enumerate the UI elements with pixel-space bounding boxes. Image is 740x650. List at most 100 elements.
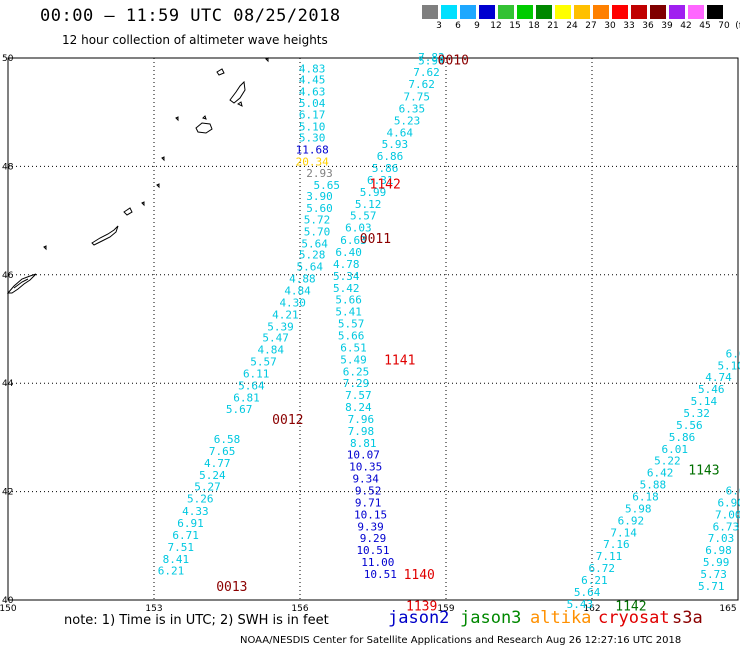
footer-credit: NOAA/NESDIS Center for Satellite Applica… (240, 635, 682, 646)
pass-time-label: 0010 (438, 54, 469, 69)
wave-height-value: 10.15 (354, 508, 387, 521)
map-frame (7, 57, 739, 601)
wave-height-value: 7.14 (610, 526, 637, 539)
wave-height-value: 5.57 (250, 356, 277, 369)
wave-height-value: 4.78 (333, 258, 360, 271)
wave-height-value: 6.25 (343, 365, 370, 378)
legend-label: 30 (604, 21, 616, 31)
island-11 (175, 116, 179, 122)
wave-height-value: 6.21 (581, 574, 608, 587)
island-13 (156, 183, 160, 189)
wave-height-value: 9.34 (352, 473, 379, 486)
wave-height-value: 5.99 (703, 556, 730, 569)
wave-height-value: 8.41 (163, 553, 190, 566)
wave-height-value: 6.11 (243, 367, 270, 380)
satellite-key-cryosat: cryosat (598, 608, 670, 628)
wave-height-value: 5.66 (338, 330, 365, 343)
wave-height-value: 6.90 (717, 496, 740, 509)
wave-height-value: 5.23 (394, 114, 421, 127)
legend-label: 36 (642, 21, 654, 31)
lat-tick-label: 46 (2, 271, 14, 281)
wave-height-value: 5.32 (683, 407, 710, 420)
legend-swatch (422, 5, 438, 19)
wave-height-value: 6.51 (340, 341, 367, 354)
pass-time-label: 1142 (370, 178, 401, 193)
legend-swatch (688, 5, 704, 19)
lon-tick-label: 153 (145, 604, 162, 614)
wave-height-value: 11.68 (296, 144, 329, 157)
legend-label: 9 (474, 21, 480, 31)
wave-height-value: 7.00 (715, 508, 740, 521)
lon-tick-label: 156 (291, 604, 308, 614)
satellite-tracks: 4.834.454.635.046.175.105.3011.6820.342.… (158, 51, 740, 611)
wave-height-value: 5.24 (199, 469, 226, 482)
island-1 (91, 225, 119, 246)
lat-tick-label: 42 (2, 488, 13, 498)
wave-height-value: 6.31 (367, 174, 394, 187)
wave-height-value: 10.51 (356, 544, 389, 557)
pass-time-label: 0012 (272, 413, 303, 428)
wave-height-value: 5.98 (625, 502, 652, 515)
legend-swatch (536, 5, 552, 19)
wave-height-value: 6.63 (340, 234, 367, 247)
wave-height-value: 5.64 (238, 379, 265, 392)
legend-label: 3 (436, 21, 442, 31)
legend-label: 70 (718, 21, 730, 31)
wave-height-value: 5.30 (299, 132, 326, 145)
island-10 (141, 201, 145, 207)
legend-swatch (612, 5, 628, 19)
wave-height-value: 4.83 (299, 62, 326, 75)
wave-height-value: 6.71 (172, 529, 199, 542)
wave-height-value: 5.73 (700, 568, 727, 581)
legend-label: 6 (455, 21, 461, 31)
wave-height-value: 4.74 (705, 371, 732, 384)
wave-height-value: 7.65 (209, 445, 236, 458)
wave-height-value: 7.29 (343, 377, 370, 390)
wave-height-value: 5.04 (299, 97, 326, 110)
lon-tick-label: 150 (0, 604, 17, 614)
satellite-key-jason2: jason2 (388, 608, 450, 628)
wave-height-value: 9.39 (357, 520, 384, 533)
legend-label: 24 (566, 21, 578, 31)
wave-height-value: 4.84 (284, 285, 311, 298)
footer-note: note: 1) Time is in UTC; 2) SWH is in fe… (64, 613, 329, 628)
wave-height-value: 2.93 (306, 167, 333, 180)
wave-height-value: 6.40 (335, 246, 362, 259)
wave-height-value: 5.94 (418, 55, 445, 68)
wave-height-value: 4.77 (204, 457, 231, 470)
legend-label: 12 (490, 21, 502, 31)
wave-height-value: 7.16 (603, 538, 630, 551)
wave-height-value: 5.86 (669, 431, 696, 444)
page-subtitle: 12 hour collection of altimeter wave hei… (62, 33, 328, 47)
wave-height-value: 5.41 (335, 306, 362, 319)
wave-height-value: 7.82 (418, 51, 445, 64)
wave-height-value: 5.66 (335, 294, 362, 307)
wave-height-value: 4.63 (299, 86, 326, 99)
wave-height-value: 5.42 (333, 282, 360, 295)
pass-time-labels: 0010 1142 0011 1141 0012 1143 1140 0013 1139 1142 (216, 54, 719, 615)
legend-label: 45 (699, 21, 711, 31)
wave-height-value: 5.10 (717, 359, 740, 372)
island-4 (229, 80, 246, 104)
wave-height-value: 4.64 (387, 126, 414, 139)
wave-height-value: 6.6 (726, 485, 740, 498)
legend-swatch (707, 5, 723, 19)
wave-height-value: 5.64 (301, 237, 328, 250)
wave-height-value: 4.84 (258, 344, 285, 357)
legend-label: 15 (509, 21, 521, 31)
island-5 (216, 68, 225, 76)
legend-label: 39 (661, 21, 673, 31)
wave-height-value: 6.17 (299, 108, 326, 121)
wave-height-value: 5.72 (304, 214, 331, 227)
island-3 (195, 122, 213, 134)
wave-height-value: 6.35 (399, 102, 426, 115)
legend-label: 21 (547, 21, 559, 31)
wave-height-value: 7.03 (708, 532, 735, 545)
lat-lon-grid (7, 57, 739, 601)
legend-swatch (650, 5, 666, 19)
legend-label: 18 (528, 21, 540, 31)
wave-height-value: 6.91 (177, 517, 204, 530)
coast-kamchatka-tip-2 (13, 278, 29, 289)
